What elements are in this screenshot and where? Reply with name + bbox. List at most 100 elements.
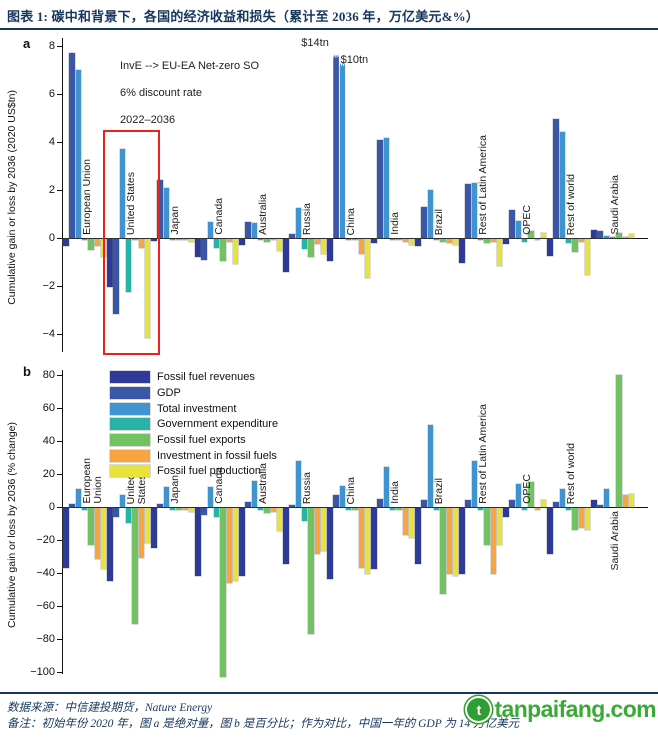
legend-label: Fossil fuel exports <box>157 434 246 446</box>
bar-fossil-fuel-production <box>232 508 239 581</box>
y-tick <box>57 474 62 476</box>
bar-fossil-fuel-production <box>188 239 195 242</box>
bar-fossil-fuel-revenues <box>327 508 333 580</box>
bar-fossil-fuel-exports <box>616 375 622 507</box>
y-tick-label: 2 <box>48 184 55 196</box>
y-tick <box>57 441 62 443</box>
bar-total-investment <box>515 221 522 238</box>
bar-fossil-fuel-exports <box>352 239 358 241</box>
y-tick <box>57 286 62 288</box>
bar-government-expenditure <box>213 508 220 517</box>
bar-fossil-fuel-production <box>540 233 547 238</box>
category-label: OPEC <box>521 205 533 235</box>
bar-fossil-fuel-production <box>144 239 151 338</box>
footer-rule <box>0 692 658 695</box>
bar-total-investment <box>339 485 346 507</box>
y-axis-label: Cumulative gain or loss by 2036 (2020 US… <box>5 50 20 345</box>
bar-fossil-fuel-production <box>540 500 547 507</box>
bar-total-investment <box>559 488 566 507</box>
y-tick <box>57 334 62 336</box>
bar-gdp <box>245 221 251 238</box>
bar-fossil-fuel-exports <box>396 239 402 241</box>
y-tick <box>57 190 62 192</box>
y-tick <box>57 408 62 410</box>
category-label-text: India <box>389 481 401 504</box>
bar-investment-in-fossil-fuels <box>402 508 409 535</box>
bar-total-investment <box>163 187 170 238</box>
bar-investment-in-fossil-fuels <box>226 239 233 242</box>
category-label-text: Canada <box>213 198 225 235</box>
category-label-text: China <box>345 476 357 504</box>
y-tick-label: −2 <box>42 280 55 292</box>
bar-government-expenditure <box>609 237 616 238</box>
bar-fossil-fuel-production <box>320 508 327 552</box>
y-tick <box>57 540 62 542</box>
category-label: Brazil <box>433 209 445 235</box>
category-label-text: States <box>136 474 148 504</box>
bar-gdp <box>113 239 119 314</box>
bar-investment-in-fossil-fuels <box>314 239 321 245</box>
bar-investment-in-fossil-fuels <box>490 239 497 242</box>
bar-fossil-fuel-exports <box>220 508 226 677</box>
bar-total-investment <box>427 190 434 238</box>
bar-fossil-fuel-production <box>628 234 635 238</box>
bar-gdp <box>201 239 207 260</box>
y-axis-label-text: Cumulative gain or loss by 2036 (% chang… <box>6 422 18 629</box>
bar-investment-in-fossil-fuels <box>314 508 321 555</box>
note-line: 备注：初始年份 2020 年，图 a 是绝对量，图 b 是百分比；作为对比，中国… <box>7 718 520 730</box>
bar-investment-in-fossil-fuels <box>270 508 277 512</box>
legend-swatch <box>110 386 150 399</box>
bar-fossil-fuel-production <box>408 239 415 246</box>
bar-fossil-fuel-revenues <box>107 508 113 581</box>
category-label-text: OPEC <box>521 205 533 235</box>
y-tick-label: 6 <box>48 88 55 100</box>
bar-fossil-fuel-revenues <box>63 508 69 568</box>
bar-government-expenditure <box>257 239 264 241</box>
bar-fossil-fuel-production <box>100 508 107 570</box>
category-label: Rest of Latin America <box>477 135 489 235</box>
legend-item: GDP <box>110 386 278 400</box>
bar-investment-in-fossil-fuels <box>94 239 101 247</box>
bar-investment-in-fossil-fuels <box>578 508 585 529</box>
y-tick-label: −60 <box>36 600 55 612</box>
bar-fossil-fuel-production <box>452 508 459 576</box>
bar-total-investment <box>251 480 258 507</box>
watermark: t tanpaifang.com <box>465 696 657 723</box>
bar-fossil-fuel-revenues <box>503 508 509 517</box>
truncated-bar-label: $10tn <box>340 53 369 66</box>
bar-gdp <box>509 500 515 507</box>
bar-total-investment <box>559 132 566 238</box>
y-tick <box>57 507 62 509</box>
category-label: Canada <box>213 198 225 235</box>
category-label-text: Australia <box>257 194 269 235</box>
legend-item: Fossil fuel exports <box>110 434 278 447</box>
bar-fossil-fuel-revenues <box>415 508 421 565</box>
bar-investment-in-fossil-fuels <box>622 236 629 238</box>
bar-government-expenditure <box>213 239 220 248</box>
bar-total-investment <box>471 460 478 507</box>
bar-total-investment <box>75 488 82 507</box>
category-label-text: Japan <box>169 475 181 504</box>
category-label: Australia <box>257 194 269 235</box>
watermark-text: tanpaifang.com <box>494 696 656 722</box>
y-tick <box>57 672 62 674</box>
category-label-text: Brazil <box>433 477 445 504</box>
bar-total-investment <box>471 182 478 238</box>
bar-government-expenditure <box>345 239 352 241</box>
bar-fossil-fuel-exports <box>396 508 402 510</box>
bar-fossil-fuel-production <box>144 508 151 543</box>
bar-fossil-fuel-revenues <box>371 239 377 243</box>
bar-fossil-fuel-exports <box>528 482 534 508</box>
bar-government-expenditure <box>345 508 352 510</box>
panel-letter-b: b <box>23 364 31 379</box>
bar-fossil-fuel-production <box>408 508 415 538</box>
bar-government-expenditure <box>81 239 88 241</box>
bar-fossil-fuel-revenues <box>283 508 289 565</box>
bar-fossil-fuel-revenues <box>415 239 421 247</box>
bar-fossil-fuel-production <box>364 239 371 278</box>
bar-fossil-fuel-production <box>496 508 503 545</box>
bar-gdp <box>465 500 471 507</box>
category-label-text: Rest of world <box>565 173 577 235</box>
bar-government-expenditure <box>169 239 176 241</box>
highlight-box-united-states <box>103 130 160 355</box>
